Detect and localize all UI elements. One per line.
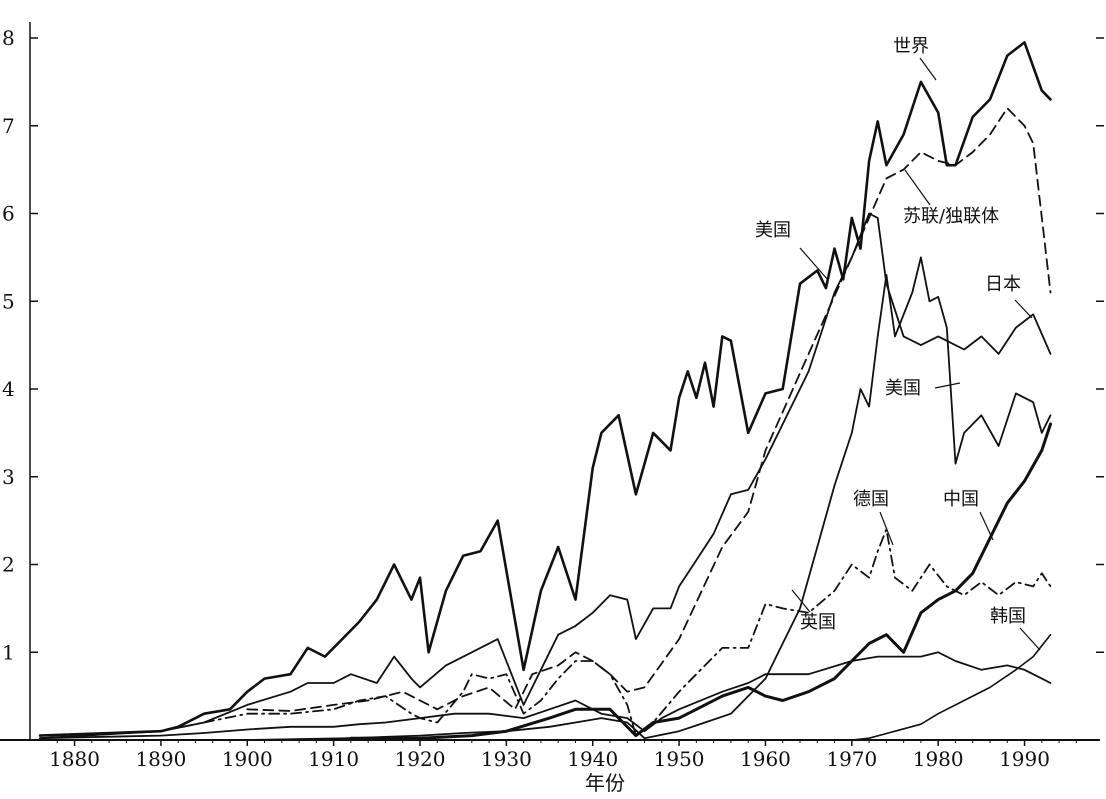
- series-line-5: [39, 651, 1052, 740]
- leader-line: [799, 247, 829, 281]
- leader-line: [934, 382, 961, 389]
- x-tick-label: 1890: [135, 747, 186, 771]
- series-label: 中国: [943, 489, 979, 510]
- series-line-3: [246, 256, 1052, 741]
- y-tick-label: 5: [2, 289, 15, 313]
- series-label: 世界: [893, 36, 929, 57]
- series-label: 日本: [985, 274, 1021, 295]
- y-tick-label: 6: [2, 202, 15, 226]
- leader-line: [879, 511, 894, 546]
- series-line-2: [39, 212, 1052, 740]
- series-line-0: [38, 41, 1052, 737]
- series-layer: [38, 41, 1052, 741]
- leader-line: [1019, 627, 1041, 651]
- series-line-6: [349, 422, 1052, 740]
- y-tick-label: 3: [2, 465, 15, 489]
- x-tick-label: 1930: [481, 747, 532, 771]
- series-label: 韩国: [990, 606, 1026, 627]
- series-label: 美国: [755, 220, 791, 241]
- y-tick-label: 8: [2, 26, 15, 50]
- x-tick-label: 1900: [222, 747, 273, 771]
- series-label: 德国: [853, 489, 889, 510]
- leader-line: [1014, 299, 1033, 319]
- y-tick-label: 1: [2, 640, 15, 664]
- series-line-1: [246, 107, 1052, 712]
- leader-line: [919, 57, 937, 81]
- x-tick-label: 1980: [913, 747, 964, 771]
- series-label: 英国: [800, 612, 836, 633]
- series-label: 苏联/独联体: [903, 206, 999, 227]
- x-tick-label: 1880: [49, 747, 100, 771]
- y-tick-label: 2: [2, 553, 15, 577]
- x-tick-label: 1950: [654, 747, 705, 771]
- x-tick-label: 1940: [567, 747, 618, 771]
- x-tick-label: 1990: [999, 747, 1050, 771]
- leader-line: [979, 511, 994, 541]
- y-tick-label: 7: [2, 114, 15, 138]
- series-line-7: [816, 633, 1052, 741]
- x-axis-title: 年份: [585, 771, 625, 795]
- x-tick-label: 1960: [740, 747, 791, 771]
- x-tick-label: 1920: [395, 747, 446, 771]
- series-label: 美国: [885, 378, 921, 399]
- leader-line: [904, 169, 931, 206]
- leader-line: [791, 589, 811, 613]
- axes-layer: 1880 1890 1900 1910 1920 1930 1940 1950 1960 1970…: [0, 22, 1104, 771]
- series-line-4: [160, 528, 1052, 737]
- y-tick-label: 4: [2, 377, 15, 401]
- x-tick-label: 1970: [826, 747, 877, 771]
- x-tick-label: 1910: [308, 747, 359, 771]
